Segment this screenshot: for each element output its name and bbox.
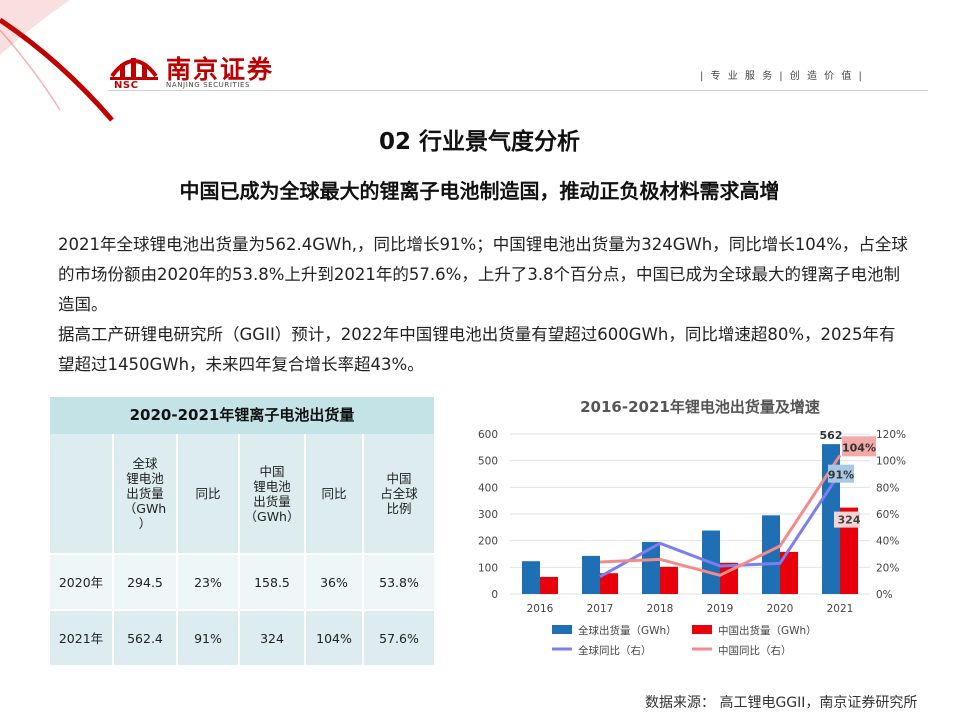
brand-name: 南京证券 [166,55,275,84]
bar-china [780,551,798,594]
y-tick-right: 100% [876,456,906,468]
legend-label: 中国同比（右） [718,644,792,657]
legend-label: 全球出货量（GWh） [578,624,677,637]
data-label-china-bg [834,511,860,528]
table-header-row: 全球 锂电池 出货量 （GWh） 同比 中国 锂电池 出货量 （GWh） 同比 中国 占全球比… [50,434,434,553]
bar-china [840,507,858,594]
bar-global [642,542,660,594]
table-header-cell: 中国 锂电池 出货量 （GWh） [240,434,306,553]
brand-logo: NSC 南京证券 NANJING SECURITIES [108,48,278,94]
x-tick: 2018 [647,603,674,615]
line-global-growth [599,471,842,578]
table-header-cell [50,434,114,553]
table-row: 2020年 294.5 23% 158.5 36% 53.8% [50,555,434,609]
table-header-cell: 同比 [306,434,364,553]
table-cell: 294.5 [114,555,178,609]
table-cell: 53.8% [379,574,419,590]
brand-slogan: | 专 业 服 务 | 创 造 价 值 | [700,71,864,82]
y-tick-right: 120% [876,429,906,441]
shipment-growth-chart: 2016-2021年锂电池出货量及增速 0 100 200 300 400 500 600 0%… [478,398,906,657]
y-tick-left: 600 [478,429,498,441]
data-label-china-growth: 104% [842,441,876,454]
table-cell: 36% [306,555,364,609]
y-tick-right: 60% [876,509,899,521]
table-row: 2021年 562.4 91% 324 104% 57.6% [50,611,434,665]
table-header-cell: 中国 占全球 比例 [380,471,418,516]
data-label-global-growth-bg [828,464,854,483]
table-cell: 158.5 [240,555,306,609]
bar-global [582,555,600,594]
x-tick: 2016 [527,603,554,615]
paragraph-global-shipments: 2021年全球锂电池出货量为562.4GWh,，同比增长91%；中国锂电池出货量… [58,235,908,314]
y-tick-left: 400 [478,482,498,494]
bar-china [720,562,738,594]
table-header-cell: 同比 [178,434,240,553]
bar-china [600,573,618,594]
y-tick-right: 20% [876,562,899,574]
table-body: 全球 锂电池 出货量 （GWh） 同比 中国 锂电池 出货量 （GWh） 同比 中国 占全球比… [50,434,434,665]
bar-china [660,566,678,594]
table-cell: 104% [306,611,364,665]
nsc-emblem-icon [110,58,158,80]
table-cell: 23% [178,555,240,609]
headline: 中国已成为全球最大的锂离子电池制造国，推动正负极材料需求高增 [179,179,780,203]
y-tick-right: 40% [876,536,899,548]
x-tick: 2020 [767,603,794,615]
data-label-china-growth-bg [842,436,876,457]
table-cell: 2021年 [50,611,114,665]
brand-abbr: NSC [114,80,139,91]
table-cell: 57.6% [379,630,419,646]
bar-global [762,515,780,594]
table-cell: 91% [178,611,240,665]
legend-swatch [552,625,572,634]
data-label-global: 562 [820,429,843,442]
x-tick: 2021 [827,603,854,615]
table-cell: 2020年 [50,555,114,609]
shipment-table: 2020-2021年锂离子电池出货量 全球 锂电池 出货量 （GWh） 同比 中国 锂电… [50,397,434,665]
legend-swatch [692,625,712,634]
legend-label: 中国出货量（GWh） [718,624,817,637]
table-cell: 562.4 [114,611,178,665]
y-tick-left: 500 [478,456,498,468]
y-tick-left: 300 [478,509,498,521]
x-tick: 2019 [707,603,734,615]
brand-name-en: NANJING SECURITIES [166,81,251,89]
table-header-cell: 全球 锂电池 出货量 （GWh） [114,434,178,553]
chart-title: 2016-2021年锂电池出货量及增速 [580,398,820,416]
bar-china [540,576,558,594]
header-divider [108,90,928,91]
y-tick-right: 80% [876,482,899,494]
y-tick-left: 100 [478,562,498,574]
data-label-global-growth: 91% [828,469,854,482]
paragraph-forecast: 据高工产研锂电研究所（GGII）预计，2022年中国锂电池出货量有望超过600G… [58,325,896,374]
table-cell: 324 [240,611,306,665]
section-title: 02 行业景气度分析 [378,129,580,155]
legend-label: 全球同比（右） [578,644,652,657]
line-china-growth [599,454,842,577]
table-title: 2020-2021年锂离子电池出货量 [50,397,434,434]
data-label-china: 324 [838,514,861,527]
y-tick-right: 0% [876,589,893,601]
bar-global [522,561,540,594]
y-tick-left: 0 [491,589,498,601]
x-tick: 2017 [587,603,614,615]
y-tick-left: 200 [478,536,498,548]
data-source: 数据来源： 高工锂电GGII，南京证券研究所 [645,695,918,711]
